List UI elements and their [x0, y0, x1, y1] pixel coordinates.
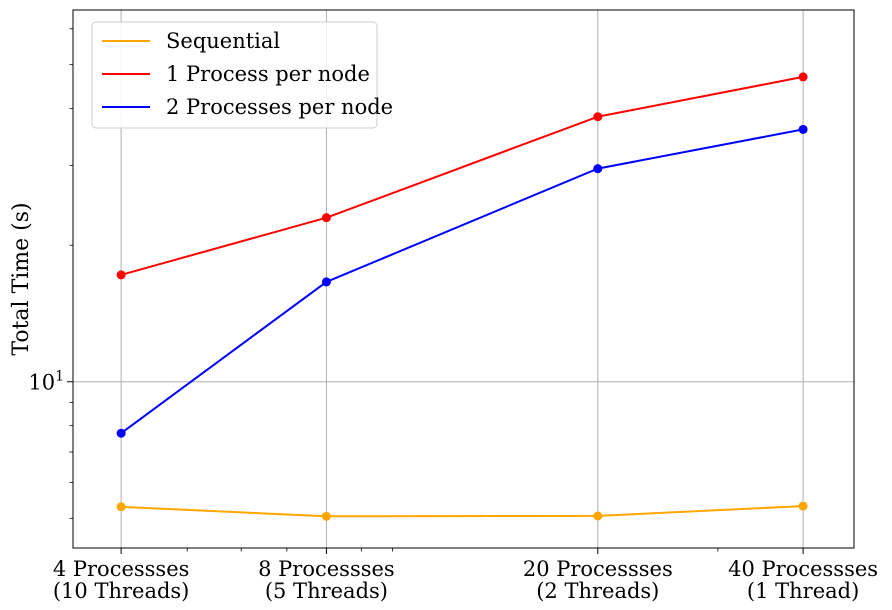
data-point [321, 213, 331, 223]
legend-label: 1 Process per node [166, 62, 370, 86]
x-tick-label: 4 Processses (10 Threads) [53, 557, 190, 603]
data-point [798, 124, 808, 134]
data-point [116, 502, 126, 512]
legend-label: 2 Processes per node [166, 95, 393, 119]
data-point [116, 270, 126, 280]
legend: Sequential 1 Process per node 2 Processes … [91, 21, 393, 129]
x-tick-label-line-2: (2 Threads) [536, 579, 659, 603]
x-tick-label-line-2: (10 Threads) [53, 579, 190, 603]
x-tick-label-line-1: 8 Processses [258, 557, 395, 581]
x-tick-label-line-1: 40 Processses [728, 557, 878, 581]
axis-ticks [67, 28, 804, 554]
data-point [321, 511, 331, 521]
y-tick-label-base: 10 [28, 371, 55, 395]
series-line [120, 75, 804, 276]
x-tick-label-line-2: (5 Threads) [265, 579, 388, 603]
x-tick-label-line-1: 20 Processses [523, 557, 673, 581]
y-tick-label: 101 [28, 369, 64, 395]
tick-labels: 4 Processses (10 Threads) 8 Processses (5 T… [28, 369, 878, 603]
legend-label: Sequential [166, 29, 280, 53]
legend-box [91, 21, 378, 129]
data-point [593, 511, 603, 521]
x-tick-label-line-2: (1 Thread) [747, 579, 859, 603]
data-point [321, 277, 331, 287]
data-point [798, 501, 808, 511]
x-tick-label: 20 Processses (2 Threads) [523, 557, 673, 603]
x-tick-label-line-1: 4 Processses [53, 557, 190, 581]
x-tick-label: 40 Processses (1 Thread) [728, 557, 878, 603]
series-group [116, 72, 808, 521]
data-point [593, 164, 603, 174]
y-axis-label: Total Time (s) [9, 202, 34, 355]
data-point [798, 72, 808, 82]
plot-frame [72, 9, 855, 549]
series-line [120, 128, 804, 435]
y-tick-label-exponent: 1 [55, 369, 64, 385]
data-point [116, 428, 126, 438]
x-tick-label: 8 Processses (5 Threads) [258, 557, 395, 603]
data-point [593, 112, 603, 122]
series-line [121, 505, 804, 518]
